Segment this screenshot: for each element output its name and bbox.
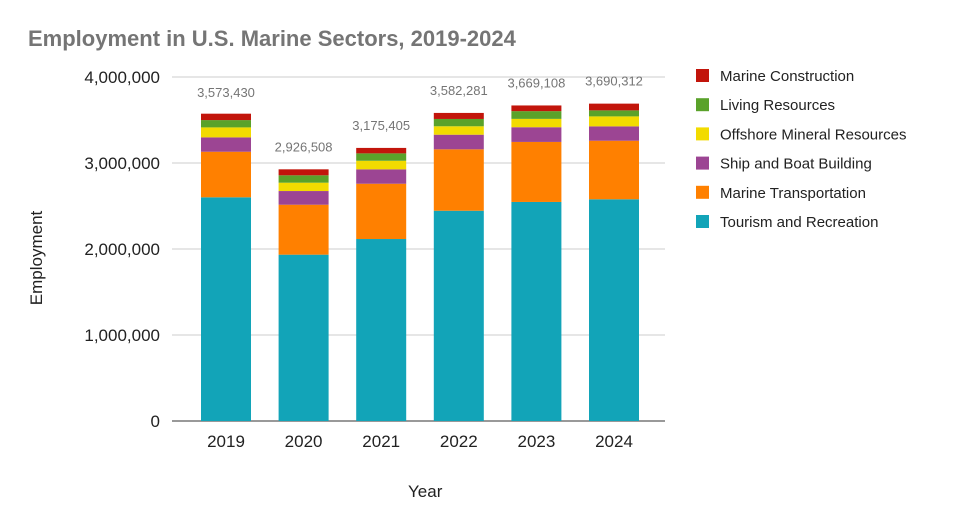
total-data-label: 3,573,430	[197, 85, 255, 100]
bar-segment-living-resources	[278, 175, 329, 183]
bar-segment-marine-transportation	[589, 140, 639, 200]
bar-segment-offshore-mineral-resources	[201, 127, 251, 138]
bar-segment-ship-and-boat-building	[433, 134, 484, 150]
bar-segment-marine-transportation	[433, 149, 484, 211]
bar-segment-offshore-mineral-resources	[278, 182, 329, 192]
legend-label: Tourism and Recreation	[720, 214, 878, 231]
x-tick-label: 2021	[362, 432, 400, 451]
total-data-label: 3,582,281	[430, 83, 488, 98]
bar-segment-tourism-and-recreation	[201, 197, 251, 421]
bar-segment-living-resources	[433, 118, 484, 127]
bar-segment-marine-transportation	[356, 183, 407, 240]
bar-segment-marine-construction	[511, 105, 562, 112]
total-data-label: 3,690,312	[585, 74, 643, 89]
bar-segment-offshore-mineral-resources	[433, 126, 484, 135]
legend-label: Marine Construction	[720, 68, 854, 85]
y-axis-label: Employment	[27, 210, 46, 305]
x-tick-label: 2020	[285, 432, 323, 451]
bar-segment-tourism-and-recreation	[511, 201, 562, 421]
x-tick-label: 2019	[207, 432, 245, 451]
bar-segment-tourism-and-recreation	[433, 210, 484, 421]
y-tick-label: 2,000,000	[84, 240, 160, 259]
y-tick-label: 1,000,000	[84, 326, 160, 345]
legend-label: Living Resources	[720, 97, 835, 114]
bar-segment-living-resources	[589, 110, 639, 117]
legend-swatch	[696, 127, 709, 141]
bar-segment-marine-construction	[433, 112, 484, 119]
bar-segment-marine-transportation	[278, 204, 329, 255]
bar-segment-living-resources	[356, 153, 407, 161]
bar-segment-offshore-mineral-resources	[589, 116, 639, 127]
legend-swatch	[696, 69, 709, 82]
x-axis-label: Year	[408, 482, 443, 501]
x-tick-label: 2022	[440, 432, 478, 451]
bar-segment-ship-and-boat-building	[356, 169, 407, 184]
bar-segment-marine-construction	[589, 103, 639, 111]
legend-label: Offshore Mineral Resources	[720, 126, 906, 143]
total-data-label: 3,175,405	[352, 118, 410, 133]
bar-segment-marine-construction	[278, 169, 329, 176]
y-tick-label: 3,000,000	[84, 154, 160, 173]
bar-segment-marine-transportation	[511, 141, 562, 202]
bar-segment-offshore-mineral-resources	[511, 118, 562, 128]
bar-segment-marine-construction	[356, 147, 407, 154]
x-tick-label: 2023	[517, 432, 555, 451]
bar-segment-living-resources	[511, 111, 562, 119]
bar-segment-ship-and-boat-building	[201, 137, 251, 152]
bar-segment-living-resources	[201, 120, 251, 128]
bar-segment-ship-and-boat-building	[278, 191, 329, 205]
x-tick-label: 2024	[595, 432, 633, 451]
y-tick-label: 0	[151, 412, 160, 431]
legend-label: Marine Transportation	[720, 185, 866, 202]
bar-segment-ship-and-boat-building	[511, 127, 562, 142]
bar-segment-ship-and-boat-building	[589, 126, 639, 141]
bar-segment-marine-construction	[201, 113, 251, 121]
y-tick-label: 4,000,000	[84, 68, 160, 87]
total-data-label: 3,669,108	[507, 75, 565, 90]
legend-swatch	[696, 185, 709, 199]
legend-swatch	[696, 156, 709, 170]
total-data-label: 2,926,508	[275, 139, 333, 154]
chart-title: Employment in U.S. Marine Sectors, 2019-…	[28, 26, 517, 51]
legend-swatch	[696, 215, 709, 228]
bar-segment-tourism-and-recreation	[356, 239, 407, 421]
bar-segment-tourism-and-recreation	[589, 199, 639, 421]
bar-segment-offshore-mineral-resources	[356, 160, 407, 170]
bar-segment-tourism-and-recreation	[278, 254, 329, 421]
legend-swatch	[696, 98, 709, 112]
legend-label: Ship and Boat Building	[720, 156, 872, 173]
bar-segment-marine-transportation	[201, 151, 251, 198]
